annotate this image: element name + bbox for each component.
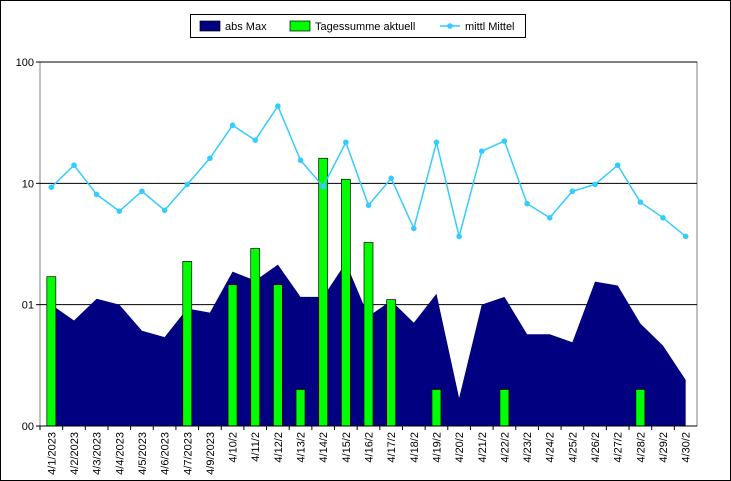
marker	[478, 148, 485, 155]
x-tick-label: 4/11/2	[250, 432, 262, 462]
marker	[71, 162, 77, 169]
x-tick-label: 4/25/2	[567, 432, 579, 463]
marker	[139, 188, 145, 195]
marker	[252, 137, 259, 143]
marker	[456, 233, 462, 240]
bar	[46, 276, 57, 427]
bar	[386, 299, 397, 427]
x-tick-label: 4/14/2	[318, 432, 330, 463]
y-tick-label: 10	[22, 178, 34, 190]
marker	[275, 103, 281, 109]
x-tick-label: 4/28/2	[635, 432, 647, 463]
marker	[682, 233, 689, 240]
marker	[660, 214, 666, 221]
legend-label: Tagessumme aktuell	[315, 21, 415, 33]
bar	[182, 261, 193, 427]
marker	[524, 200, 530, 207]
marker	[411, 225, 417, 232]
bar	[340, 178, 351, 427]
x-tick-label: 4/22/2	[499, 432, 511, 463]
marker	[614, 162, 621, 169]
bar	[273, 284, 283, 427]
x-tick-label: 4/10/2	[228, 432, 240, 463]
x-tick-label: 4/2/2023	[69, 432, 81, 475]
marker	[229, 122, 236, 129]
x-tick-label: 4/30/2	[681, 432, 693, 463]
x-tick-label: 4/29/2	[658, 432, 670, 463]
x-tick-label: 4/21/2	[477, 432, 489, 463]
x-tick-label: 4/9/2023	[205, 432, 217, 475]
x-tick-label: 4/3/2023	[92, 432, 104, 475]
x-tick-label: 4/12/2	[273, 432, 285, 463]
marker	[343, 139, 349, 146]
marker	[569, 188, 576, 195]
y-tick-label: 01	[22, 300, 34, 312]
marker	[637, 199, 644, 205]
x-tick-label: 4/5/2023	[137, 432, 149, 475]
marker	[592, 181, 598, 188]
x-tick-label: 4/18/2	[409, 432, 421, 463]
bar	[295, 389, 306, 427]
bar	[499, 389, 510, 427]
x-tick-label: 4/7/2023	[182, 432, 194, 475]
x-tick-label: 4/26/2	[590, 432, 602, 463]
bar	[635, 389, 646, 427]
marker	[48, 184, 55, 191]
x-tick-label: 4/19/2	[431, 432, 443, 463]
legend	[190, 14, 526, 38]
bar	[318, 157, 329, 427]
marker	[207, 155, 213, 162]
y-tick-label: 00	[22, 421, 34, 433]
bar	[227, 284, 238, 427]
marker	[365, 202, 372, 209]
x-tick-label: 4/6/2023	[160, 432, 172, 475]
marker	[93, 191, 100, 198]
marker	[320, 183, 326, 190]
legend-label: mittl Mittel	[465, 21, 515, 33]
marker	[184, 181, 191, 188]
bar	[250, 248, 261, 427]
x-tick-label: 4/15/2	[341, 432, 353, 463]
bar	[431, 389, 442, 427]
x-tick-label: 4/17/2	[386, 432, 398, 463]
x-tick-label: 4/27/2	[613, 432, 625, 463]
x-tick-label: 4/23/2	[522, 432, 534, 463]
x-tick-label: 4/13/2	[296, 432, 308, 463]
marker	[161, 207, 168, 214]
x-tick-label: 4/1/2023	[46, 432, 58, 475]
marker	[546, 214, 553, 221]
x-tick-label: 4/20/2	[454, 432, 466, 463]
legend-swatch	[289, 20, 311, 32]
marker	[433, 139, 440, 146]
x-tick-label: 4/24/2	[545, 432, 557, 463]
x-tick-label: 4/16/2	[364, 432, 376, 463]
x-tick-label: 4/4/2023	[114, 432, 126, 475]
marker	[297, 157, 304, 164]
marker	[116, 208, 123, 214]
marker	[388, 175, 394, 182]
y-tick-label: 100	[16, 57, 34, 69]
bar	[363, 242, 374, 427]
legend-label: abs Max	[225, 21, 267, 33]
legend-swatch	[447, 23, 453, 29]
marker	[501, 138, 508, 144]
legend-swatch	[199, 20, 221, 32]
